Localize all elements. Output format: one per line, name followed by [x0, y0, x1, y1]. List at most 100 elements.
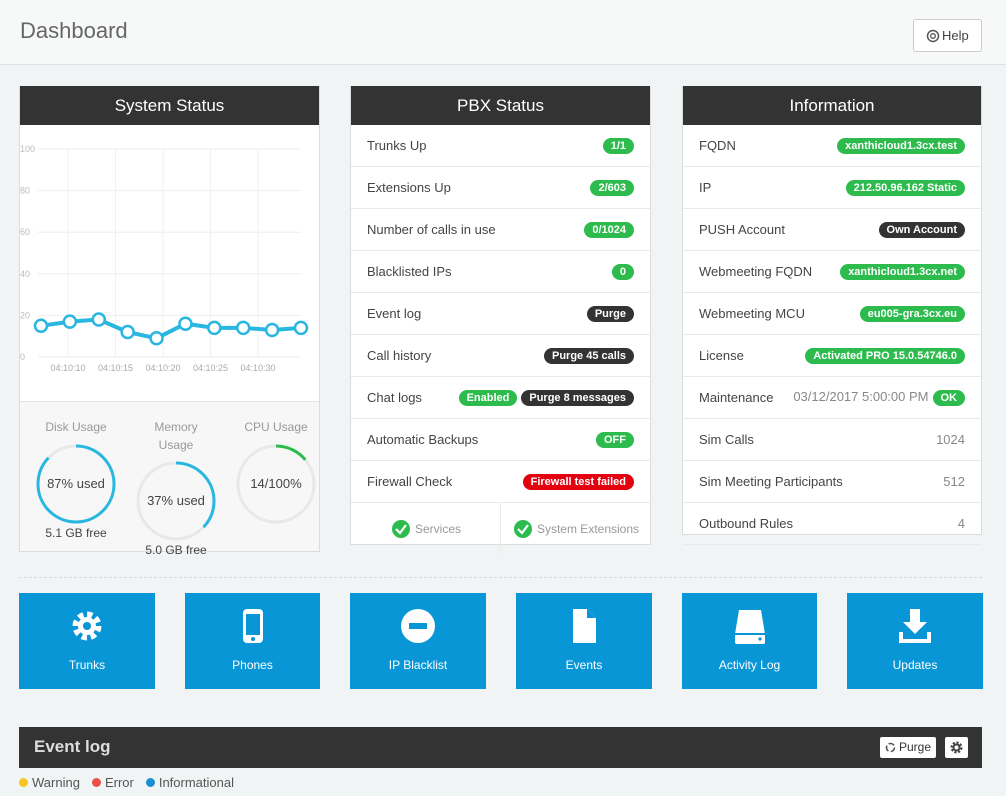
badges: 2/603 [586, 179, 634, 196]
tile-label: Phones [232, 658, 273, 672]
badge: Own Account [878, 222, 965, 238]
row-label: Automatic Backups [367, 432, 479, 447]
x-tick-label: 04:10:15 [98, 363, 133, 373]
badge: 2/603 [590, 180, 634, 196]
point [91, 312, 107, 327]
badge: Activated PRO 15.0.54746.0 [805, 348, 965, 364]
help-label: Help [942, 28, 969, 43]
gauges: Disk Usage 87% used 5.1 GB free Memory Usag… [20, 401, 319, 557]
point [207, 320, 222, 336]
badge: xanthicloud1.3cx.test [837, 138, 965, 154]
status-row: Call history Purge 45 calls [351, 335, 650, 377]
y-tick-label: 0 [20, 352, 25, 362]
tile[interactable]: Events [516, 593, 652, 689]
legend-item: Warning [19, 775, 80, 790]
row-label: Sim Calls [699, 432, 754, 447]
info-row: Sim Calls 1024 [683, 419, 981, 461]
tile-icon [734, 610, 765, 644]
gauge-rings [36, 444, 316, 541]
legend: Warning Error Informational [19, 775, 246, 790]
tile[interactable]: Activity Log [682, 593, 817, 689]
value-text: 4 [957, 516, 965, 531]
badges: OFF [592, 431, 634, 448]
line [40, 317, 302, 341]
row-value: xanthicloud1.3cx.net [836, 263, 965, 280]
status-row: Event log Purge [351, 293, 650, 335]
tile-label: Updates [892, 658, 938, 672]
settings-button[interactable] [945, 737, 968, 758]
check-bg [513, 519, 532, 538]
purge-label: Purge [899, 740, 932, 754]
gauge-arc [136, 461, 216, 541]
event-log-bar: Event log Purge [19, 727, 982, 768]
row-value: 03/12/2017 5:00:00 PM OK [793, 389, 965, 406]
help-button[interactable]: Help [913, 19, 982, 52]
information-panel: Information FQDN xanthicloud1.3cx.test IP 21… [682, 86, 982, 545]
row-value: 4 [958, 516, 965, 531]
gauge-arc [36, 444, 116, 524]
point [235, 320, 251, 336]
tile-label: Activity Log [718, 658, 781, 672]
purge-button[interactable]: Purge [880, 737, 936, 758]
value-text: 512 [943, 474, 965, 489]
tile-icon [899, 609, 931, 643]
row-label: License [699, 348, 744, 363]
row-value: xanthicloud1.3cx.test [833, 137, 965, 154]
event-log-title: Event log [34, 737, 111, 756]
y-tick-label: 100 [20, 144, 35, 154]
badges: 1/1 [599, 137, 634, 154]
info-row: PUSH Account Own Account [683, 209, 981, 251]
top-bar: Dashboard Help [0, 0, 1006, 65]
row-value: Activated PRO 15.0.54746.0 [801, 347, 965, 364]
page-title: Dashboard [20, 18, 128, 43]
row-label: Webmeeting MCU [699, 306, 805, 321]
system-status-panel: System Status 0 20 40 60 80 100 04:10:10 04:10:1… [19, 86, 320, 557]
row-label: Sim Meeting Participants [699, 474, 843, 489]
tile-label: Trunks [68, 658, 106, 672]
status-footer: Services System Extensions [351, 503, 650, 554]
tile[interactable]: Updates [847, 593, 983, 689]
check-icon [513, 519, 532, 538]
badges: Purge 45 calls [540, 347, 634, 364]
row-label: Firewall Check [367, 474, 453, 489]
status-row: Extensions Up 2/603 [351, 167, 650, 209]
badges: 0/1024 [580, 221, 634, 238]
gauge-title: Memory Usage [154, 420, 198, 452]
info-row: Maintenance 03/12/2017 5:00:00 PM OK [683, 377, 981, 419]
gauge-title: Disk Usage [45, 420, 107, 434]
row-label: IP [699, 180, 712, 195]
point [293, 320, 309, 336]
panel-title: System Status [20, 86, 319, 125]
pbx-status-panel: PBX Status Trunks Up 1/1 Extensions Up 2/603… [350, 86, 651, 554]
row-label: Chat logs [367, 390, 422, 405]
badge: Purge 45 calls [544, 348, 634, 364]
check-icon [391, 519, 410, 538]
gear-body [952, 743, 961, 752]
chart: 0 20 40 60 80 100 04:10:10 04:10:15 04:10:20 04:1… [20, 144, 309, 373]
legend-dot [145, 778, 155, 787]
status-row: Automatic Backups OFF [351, 419, 650, 461]
row-label: PUSH Account [699, 222, 785, 237]
badge: eu005-gra.3cx.eu [859, 306, 965, 322]
tile[interactable]: IP Blacklist [350, 593, 486, 689]
y-tick-label: 40 [20, 269, 30, 279]
footer-label: System Extensions [536, 521, 640, 536]
tile[interactable]: Trunks [19, 593, 155, 689]
point [120, 324, 135, 340]
tile[interactable]: Phones [185, 593, 320, 689]
tile-icon [242, 609, 263, 643]
row-label: Number of calls in use [367, 222, 496, 237]
check-bg [391, 519, 410, 538]
tile-label: Events [565, 658, 603, 672]
x-tick-label: 04:10:10 [50, 363, 85, 373]
badge: 0/1024 [584, 222, 634, 238]
panel-title: Information [683, 86, 981, 125]
info-row: License Activated PRO 15.0.54746.0 [683, 335, 981, 377]
help-icon [926, 29, 940, 43]
row-value: 1024 [936, 432, 965, 447]
row-label: Trunks Up [367, 138, 427, 153]
gauge-label: 14/100% [250, 476, 302, 491]
legend-label: Informational [158, 775, 234, 790]
gauge-label: 87% used [47, 476, 105, 491]
y-tick-label: 20 [20, 310, 30, 320]
